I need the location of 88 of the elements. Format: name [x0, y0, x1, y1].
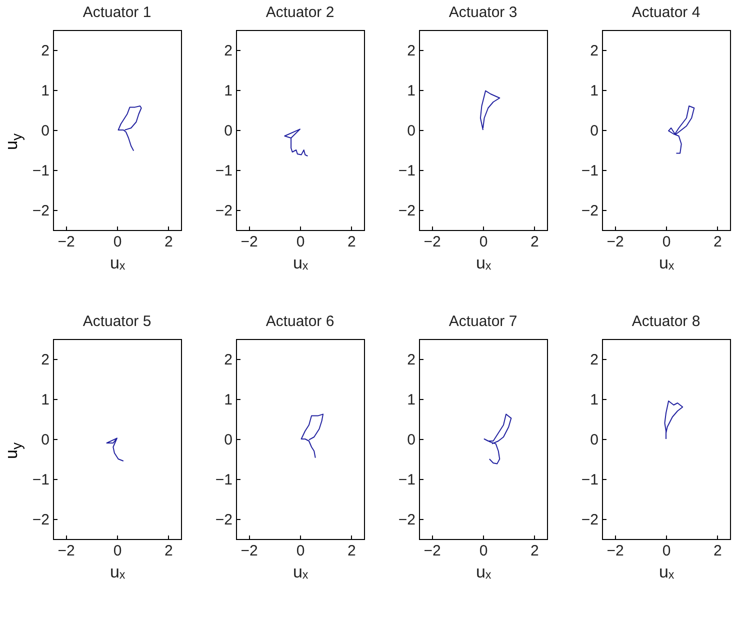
y-tick-label: −2	[32, 512, 50, 528]
chart-title: Actuator 8	[632, 313, 700, 330]
x-tick-label: 2	[164, 234, 173, 250]
y-tick-label: −2	[581, 512, 598, 528]
y-tick-label: 0	[407, 432, 416, 448]
y-tick-label: −1	[398, 472, 416, 488]
line-series	[484, 414, 512, 464]
line-series	[668, 106, 695, 154]
chart-title: Actuator 5	[82, 313, 152, 330]
y-tick-label: −2	[398, 202, 416, 220]
x-tick-label: 2	[348, 234, 356, 250]
x-tick-label: −2	[58, 542, 75, 560]
x-axis-title: uₓ	[658, 254, 674, 272]
y-tick-label: 0	[224, 432, 232, 448]
y-tick-label: 2	[407, 352, 416, 368]
line-series	[106, 438, 124, 462]
y-tick-label: −1	[398, 162, 416, 180]
y-tick-label: 1	[224, 392, 232, 408]
chart-title: Actuator 6	[266, 313, 334, 330]
x-tick-label: −2	[606, 234, 624, 250]
x-tick-label: 0	[662, 234, 671, 250]
x-tick-label: 0	[296, 234, 305, 250]
x-tick-label: 2	[348, 542, 356, 560]
y-tick-label: −1	[581, 472, 598, 488]
y-tick-label: 1	[224, 82, 232, 100]
line-series	[664, 400, 684, 440]
y-tick-label: 1	[407, 392, 416, 408]
x-axis-title: uₓ	[658, 562, 674, 582]
y-tick-label: 0	[41, 122, 50, 140]
x-tick-label: 2	[714, 542, 722, 560]
x-tick-label: −2	[240, 542, 258, 560]
chart-title: Actuator 2	[266, 4, 334, 21]
line-series	[284, 128, 308, 156]
x-tick-label: 0	[113, 234, 122, 250]
line-series	[118, 106, 142, 152]
y-tick-label: 2	[407, 42, 416, 60]
x-tick-label: −2	[424, 234, 441, 250]
y-tick-label: 2	[224, 352, 232, 368]
y-tick-label: −2	[215, 202, 232, 220]
x-tick-label: 0	[662, 542, 671, 560]
x-tick-label: 2	[714, 234, 722, 250]
y-tick-label: 0	[590, 432, 598, 448]
x-tick-label: −2	[606, 542, 624, 560]
y-tick-label: −2	[32, 202, 50, 220]
x-tick-label: −2	[240, 234, 258, 250]
y-tick-label: −2	[215, 512, 232, 528]
y-tick-label: −2	[581, 202, 598, 220]
y-tick-label: −1	[32, 472, 50, 488]
y-tick-label: −1	[215, 472, 232, 488]
y-tick-label: 1	[41, 392, 50, 408]
y-tick-label: 1	[407, 82, 416, 100]
chart-title: Actuator 7	[448, 313, 518, 330]
y-tick-label: 0	[41, 432, 50, 448]
y-tick-label: 0	[590, 122, 598, 140]
x-tick-label: 2	[164, 542, 173, 560]
x-tick-label: 0	[479, 234, 488, 250]
x-tick-label: −2	[424, 542, 441, 560]
x-axis-title: uₓ	[292, 562, 308, 582]
y-tick-label: −2	[398, 512, 416, 528]
chart-title: Actuator 4	[632, 4, 700, 21]
x-axis-title: uₓ	[292, 254, 308, 272]
y-tick-label: 1	[590, 82, 598, 100]
x-tick-label: 2	[530, 234, 539, 250]
y-tick-label: 2	[41, 352, 50, 368]
y-tick-label: 1	[590, 392, 598, 408]
chart-title: Actuator 1	[82, 4, 152, 21]
y-tick-label: 2	[41, 42, 50, 60]
y-tick-label: −1	[581, 162, 598, 180]
line-series	[480, 90, 500, 130]
x-tick-label: 0	[479, 542, 488, 560]
y-tick-label: 1	[41, 82, 50, 100]
y-tick-label: −1	[32, 162, 50, 180]
x-tick-label: 2	[530, 542, 539, 560]
y-tick-label: 2	[590, 352, 598, 368]
x-tick-label: 0	[296, 542, 305, 560]
x-axis-title: uₓ	[476, 254, 492, 272]
y-tick-label: 2	[224, 42, 232, 60]
y-tick-label: 0	[407, 122, 416, 140]
y-tick-label: −1	[215, 162, 232, 180]
x-axis-title: uₓ	[110, 254, 126, 272]
x-tick-label: 0	[113, 542, 122, 560]
chart-title: Actuator 3	[448, 4, 518, 21]
x-axis-title: uₓ	[476, 562, 492, 582]
x-axis-title: uₓ	[110, 562, 126, 582]
y-tick-label: 0	[224, 122, 232, 140]
y-tick-label: 2	[590, 42, 598, 60]
x-tick-label: −2	[58, 234, 75, 250]
line-series	[300, 414, 324, 458]
